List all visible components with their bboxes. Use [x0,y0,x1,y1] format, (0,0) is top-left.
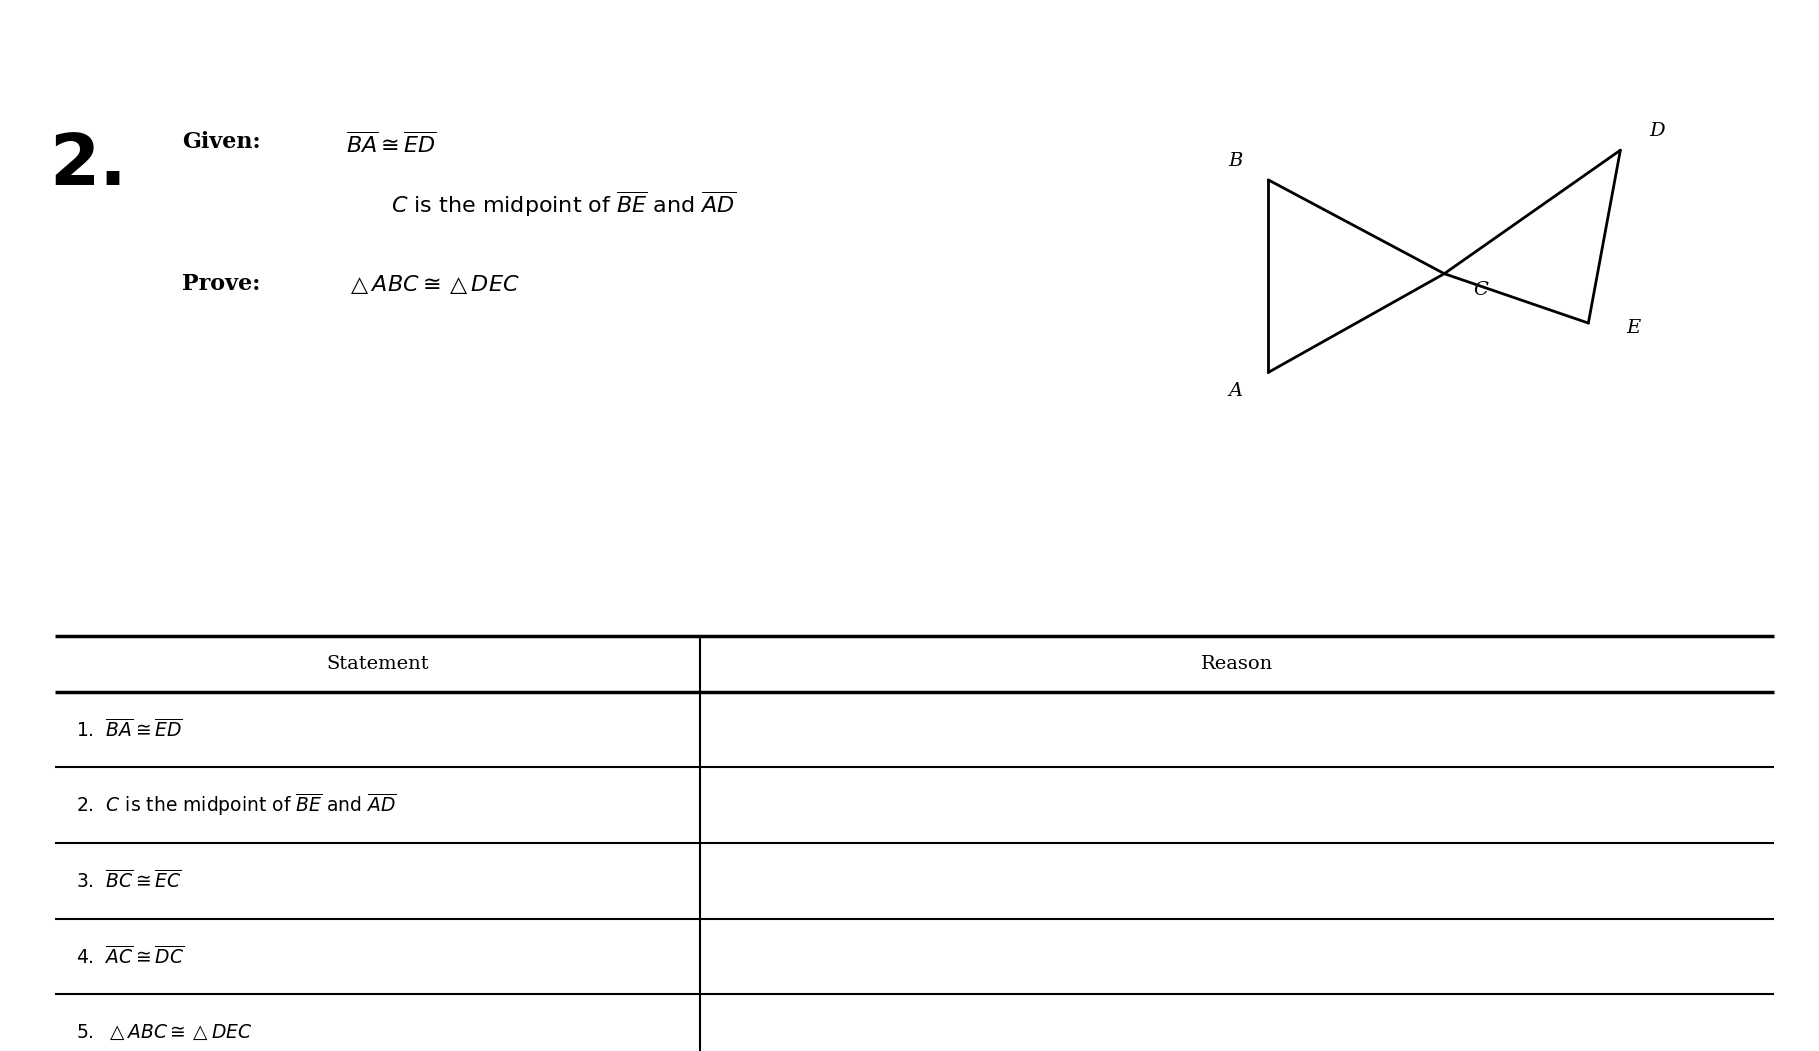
Text: Reason: Reason [1201,655,1273,673]
Text: E: E [1626,320,1641,337]
Text: 1.  $\overline{BA} \cong \overline{ED}$: 1. $\overline{BA} \cong \overline{ED}$ [76,718,184,741]
Text: $\triangle ABC \cong \triangle DEC$: $\triangle ABC \cong \triangle DEC$ [346,273,518,296]
Text: 4.  $\overline{AC} \cong \overline{DC}$: 4. $\overline{AC} \cong \overline{DC}$ [76,945,186,968]
Text: Statement: Statement [326,655,429,673]
Text: A: A [1228,383,1242,400]
Text: Given:: Given: [182,131,260,153]
Text: D: D [1650,122,1664,140]
Text: Prove:: Prove: [182,273,260,295]
Text: 5.  $\triangle ABC \cong \triangle DEC$: 5. $\triangle ABC \cong \triangle DEC$ [76,1023,253,1042]
Text: 3.  $\overline{BC} \cong \overline{EC}$: 3. $\overline{BC} \cong \overline{EC}$ [76,869,182,892]
Text: Fill in the missing reasons. Use short bond paper. Copy and answer.: Fill in the missing reasons. Use short b… [440,29,1379,57]
Text: 2.  $C$ is the midpoint of $\overline{BE}$ and $\overline{AD}$: 2. $C$ is the midpoint of $\overline{BE}… [76,791,397,819]
Text: 2.: 2. [49,131,127,201]
Text: $\overline{BA} \cong \overline{ED}$: $\overline{BA} \cong \overline{ED}$ [346,131,437,157]
Text: B: B [1228,152,1242,170]
Text: C: C [1473,282,1488,300]
Text: $C$ is the midpoint of $\overline{BE}$ and $\overline{AD}$: $C$ is the midpoint of $\overline{BE}$ a… [391,189,737,219]
